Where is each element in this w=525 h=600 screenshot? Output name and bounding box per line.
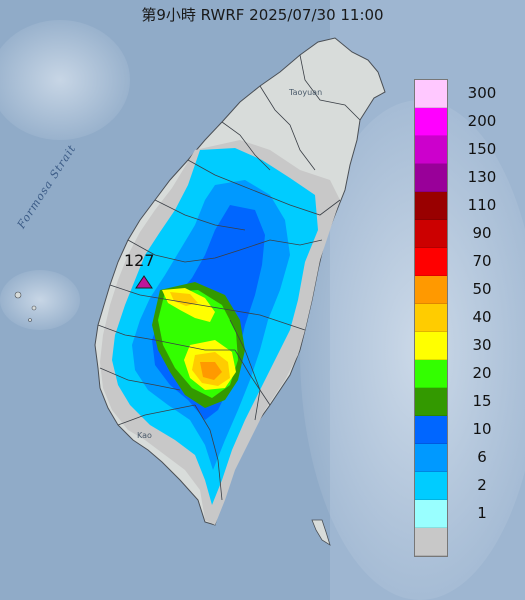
- legend-swatch: [415, 332, 447, 360]
- cloud-northwest: [0, 20, 130, 140]
- legend-swatch: [415, 416, 447, 444]
- island-west-small: [31, 305, 37, 311]
- legend-swatch: [415, 80, 447, 108]
- max-rain-marker: [135, 275, 153, 289]
- legend-swatch: [415, 220, 447, 248]
- legend-label: 40: [472, 308, 492, 326]
- place-label-taoyuan: Taoyuan: [289, 88, 323, 97]
- legend-swatch: [415, 388, 447, 416]
- county-boundaries: [97, 54, 361, 501]
- legend-swatch: [415, 360, 447, 388]
- legend-swatch: [415, 136, 447, 164]
- legend-label: 1: [477, 504, 487, 522]
- legend-label: 90: [472, 224, 492, 242]
- legend-swatch: [415, 500, 447, 528]
- legend-swatch: [415, 472, 447, 500]
- legend-swatch: [415, 276, 447, 304]
- legend-label: 70: [472, 252, 492, 270]
- legend-swatch: [415, 444, 447, 472]
- legend-label: 300: [467, 84, 497, 102]
- legend-swatch: [415, 528, 447, 556]
- rain-40mm-north: [170, 292, 198, 306]
- legend-label: 30: [472, 336, 492, 354]
- legend-label: 20: [472, 364, 492, 382]
- legend-label: 6: [477, 448, 487, 466]
- island-west-tiny: [28, 318, 32, 322]
- legend-label: 130: [467, 168, 497, 186]
- legend-label: 50: [472, 280, 492, 298]
- island-penghu: [311, 519, 331, 546]
- legend-labels: 300 200 150 130 110 90 70 50 40 30 20 15…: [452, 79, 512, 527]
- legend-swatch: [415, 192, 447, 220]
- max-rain-value: 127: [124, 251, 155, 270]
- legend-label: 2: [477, 476, 487, 494]
- map-title: 第9小時 RWRF 2025/07/30 11:00: [141, 6, 384, 24]
- legend-swatch: [415, 108, 447, 136]
- cloud-band: [300, 100, 525, 600]
- cloud-west: [0, 270, 80, 330]
- legend-label: 150: [467, 140, 497, 158]
- legend-swatch: [415, 304, 447, 332]
- legend-label: 10: [472, 420, 492, 438]
- legend-swatch: [415, 248, 447, 276]
- legend-label: 200: [467, 112, 497, 130]
- legend-swatch: [415, 164, 447, 192]
- rainfall-legend: [414, 79, 448, 557]
- island-west: [14, 291, 22, 299]
- rain-50mm: [200, 362, 222, 380]
- legend-label: 110: [467, 196, 497, 214]
- legend-label: 15: [472, 392, 492, 410]
- place-label-kao: Kao: [137, 431, 152, 440]
